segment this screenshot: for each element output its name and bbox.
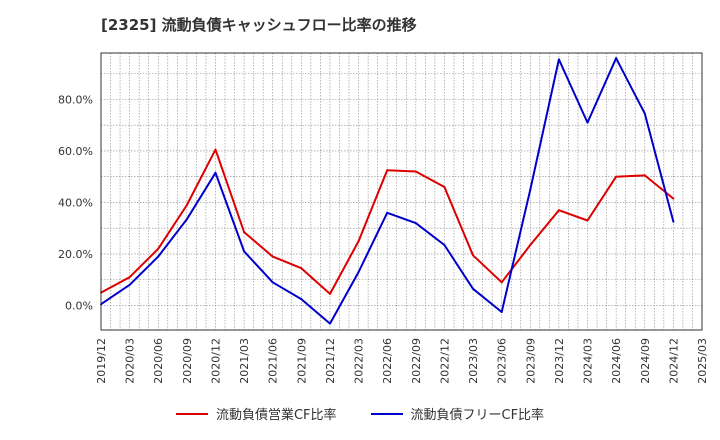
x-tick-label: 2022/09 <box>410 338 423 384</box>
data-point <box>672 197 675 200</box>
legend-label: 流動負債フリーCF比率 <box>410 408 545 423</box>
data-point <box>300 298 303 301</box>
x-tick-label: 2022/12 <box>438 338 451 384</box>
x-tick-label: 2020/06 <box>152 338 165 384</box>
data-point <box>157 255 160 258</box>
data-point <box>557 58 560 61</box>
data-point <box>185 218 188 221</box>
legend-item-operating-cf: 流動負債営業CF比率 <box>175 404 337 423</box>
x-tick-label: 2024/12 <box>667 338 680 384</box>
data-point <box>443 185 446 188</box>
data-point <box>328 322 331 325</box>
x-tick-label: 2024/09 <box>639 338 652 384</box>
data-point <box>243 250 246 253</box>
data-point <box>128 283 131 286</box>
data-point <box>214 148 217 151</box>
data-point <box>214 171 217 174</box>
x-tick-label: 2025/03 <box>696 338 709 384</box>
data-point <box>529 188 532 191</box>
y-tick-label: 40.0% <box>58 196 93 209</box>
legend-label: 流動負債営業CF比率 <box>215 408 337 423</box>
data-point <box>386 211 389 214</box>
data-point <box>643 112 646 115</box>
series-lines <box>100 57 675 325</box>
data-point <box>271 255 274 258</box>
y-tick-label: 80.0% <box>58 93 93 106</box>
data-point <box>357 240 360 243</box>
y-tick-label: 60.0% <box>58 145 93 158</box>
legend-swatch-blue-line-icon <box>370 412 403 415</box>
x-tick-label: 2023/12 <box>553 338 566 384</box>
data-point <box>443 243 446 246</box>
x-tick-label: 2023/06 <box>496 338 509 384</box>
x-tick-label: 2021/03 <box>238 338 251 384</box>
data-point <box>557 209 560 212</box>
data-point <box>500 281 503 284</box>
y-tick-label: 0.0% <box>65 300 93 313</box>
x-tick-label: 2022/06 <box>381 338 394 384</box>
data-point <box>615 57 618 60</box>
x-tick-label: 2022/03 <box>353 338 366 384</box>
x-axis-ticks: 2019/12 2020/03 2020/06 2020/09 2020/12 2021/… <box>95 338 709 384</box>
x-tick-label: 2019/12 <box>95 338 108 384</box>
data-point <box>672 220 675 223</box>
data-point <box>414 170 417 173</box>
data-point <box>643 174 646 177</box>
legend: 流動負債営業CF比率 流動負債フリーCF比率 <box>0 404 720 423</box>
x-tick-label: 2024/03 <box>582 338 595 384</box>
data-point <box>243 231 246 234</box>
grid <box>100 53 703 330</box>
data-point <box>271 281 274 284</box>
data-point <box>185 204 188 207</box>
chart-title: [2325] 流動負債キャッシュフロー比率の推移 <box>101 16 417 34</box>
plot-area-frame <box>100 52 703 331</box>
data-point <box>500 310 503 313</box>
legend-swatch-red-line-icon <box>175 412 208 415</box>
data-point <box>586 219 589 222</box>
x-tick-label: 2020/03 <box>124 338 137 384</box>
data-point <box>128 276 131 279</box>
legend-item-free-cf: 流動負債フリーCF比率 <box>370 404 545 423</box>
data-point <box>357 271 360 274</box>
data-point <box>157 247 160 250</box>
x-tick-label: 2021/09 <box>295 338 308 384</box>
data-point <box>472 287 475 290</box>
x-tick-label: 2024/06 <box>610 338 623 384</box>
x-tick-label: 2020/09 <box>181 338 194 384</box>
data-point <box>586 121 589 124</box>
y-axis-ticks: 0.0% 20.0% 40.0% 60.0% 80.0% <box>58 93 93 312</box>
x-tick-label: 2021/12 <box>324 338 337 384</box>
data-point <box>529 243 532 246</box>
data-point <box>472 254 475 257</box>
data-point <box>328 292 331 295</box>
x-tick-label: 2023/09 <box>524 338 537 384</box>
data-point <box>615 175 618 178</box>
data-point <box>414 222 417 225</box>
x-tick-label: 2020/12 <box>209 338 222 384</box>
x-tick-label: 2023/03 <box>467 338 480 384</box>
x-tick-label: 2021/06 <box>267 338 280 384</box>
y-tick-label: 20.0% <box>58 248 93 261</box>
data-point <box>300 267 303 270</box>
data-point <box>386 169 389 172</box>
